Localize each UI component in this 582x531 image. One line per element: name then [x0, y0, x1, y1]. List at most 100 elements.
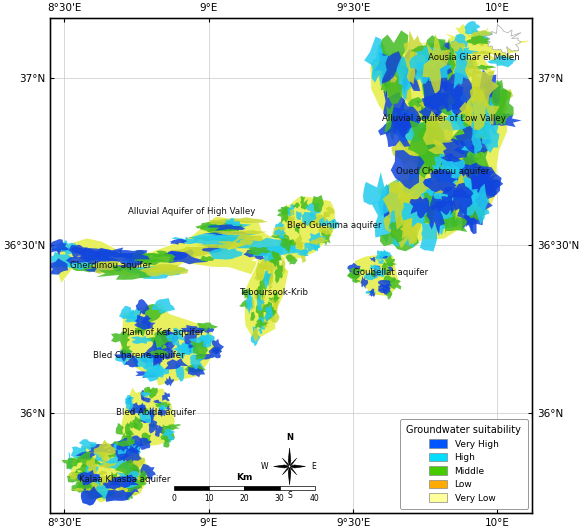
Polygon shape [127, 440, 141, 446]
Polygon shape [407, 48, 416, 84]
Polygon shape [453, 164, 477, 210]
Polygon shape [437, 49, 462, 63]
Polygon shape [352, 272, 359, 282]
Polygon shape [126, 489, 133, 500]
Polygon shape [394, 111, 428, 143]
Polygon shape [442, 183, 473, 199]
Polygon shape [274, 295, 279, 302]
Polygon shape [64, 260, 97, 270]
Polygon shape [424, 125, 454, 166]
Polygon shape [87, 489, 99, 500]
Polygon shape [180, 325, 205, 333]
Polygon shape [420, 221, 439, 252]
Polygon shape [259, 315, 266, 330]
Polygon shape [430, 91, 455, 116]
Polygon shape [411, 35, 451, 64]
Polygon shape [417, 192, 437, 226]
Polygon shape [477, 98, 492, 146]
Polygon shape [268, 297, 278, 303]
Polygon shape [87, 444, 111, 453]
Polygon shape [481, 79, 501, 105]
Polygon shape [318, 227, 336, 235]
Polygon shape [123, 472, 141, 481]
Polygon shape [148, 251, 171, 258]
Polygon shape [378, 285, 382, 292]
Polygon shape [164, 251, 188, 260]
Polygon shape [130, 465, 140, 476]
Polygon shape [125, 395, 134, 404]
Polygon shape [416, 99, 442, 118]
Polygon shape [72, 481, 94, 493]
Polygon shape [450, 58, 482, 78]
Polygon shape [54, 216, 289, 284]
Polygon shape [364, 272, 378, 280]
Polygon shape [428, 139, 466, 160]
Polygon shape [99, 463, 116, 469]
Polygon shape [484, 113, 521, 127]
Polygon shape [189, 364, 203, 373]
Polygon shape [172, 236, 198, 244]
Polygon shape [116, 472, 137, 488]
Polygon shape [431, 42, 452, 95]
Polygon shape [386, 195, 415, 247]
Polygon shape [127, 398, 132, 405]
Polygon shape [370, 257, 376, 262]
Polygon shape [94, 440, 116, 457]
Polygon shape [76, 480, 93, 489]
Polygon shape [94, 447, 105, 463]
Polygon shape [277, 208, 290, 224]
Polygon shape [296, 211, 302, 220]
Polygon shape [144, 265, 186, 272]
Polygon shape [148, 406, 155, 423]
Polygon shape [125, 356, 139, 367]
Polygon shape [77, 470, 100, 485]
Polygon shape [427, 107, 446, 119]
Polygon shape [464, 202, 483, 221]
Polygon shape [391, 150, 425, 190]
Polygon shape [109, 474, 139, 488]
Polygon shape [453, 46, 469, 89]
Polygon shape [190, 340, 208, 360]
Polygon shape [197, 322, 218, 331]
Polygon shape [459, 86, 487, 130]
Polygon shape [246, 290, 251, 311]
Polygon shape [140, 402, 146, 415]
Polygon shape [159, 405, 167, 410]
Polygon shape [452, 187, 473, 218]
Polygon shape [188, 366, 205, 378]
Polygon shape [396, 56, 411, 100]
Polygon shape [195, 354, 211, 361]
Polygon shape [95, 485, 114, 500]
Polygon shape [386, 289, 392, 299]
Polygon shape [115, 349, 132, 365]
Text: Alluvial aquifer of Low Valley: Alluvial aquifer of Low Valley [382, 114, 506, 123]
Polygon shape [250, 246, 308, 256]
Polygon shape [297, 221, 314, 226]
Polygon shape [444, 49, 454, 56]
Polygon shape [141, 410, 154, 424]
Polygon shape [289, 241, 297, 246]
Polygon shape [137, 438, 152, 450]
Polygon shape [463, 204, 476, 227]
Polygon shape [132, 445, 141, 458]
Polygon shape [117, 469, 140, 487]
Polygon shape [382, 63, 404, 98]
Polygon shape [119, 438, 130, 451]
Polygon shape [441, 153, 455, 170]
Polygon shape [278, 206, 293, 216]
Polygon shape [140, 390, 145, 400]
Polygon shape [434, 68, 471, 87]
Polygon shape [148, 387, 158, 399]
Polygon shape [139, 264, 189, 277]
Polygon shape [389, 216, 404, 243]
Polygon shape [423, 62, 453, 82]
Polygon shape [363, 172, 400, 216]
Polygon shape [259, 264, 270, 270]
Polygon shape [408, 119, 445, 164]
Polygon shape [107, 453, 116, 458]
Polygon shape [459, 151, 481, 165]
Polygon shape [91, 473, 100, 490]
Polygon shape [381, 285, 391, 295]
Polygon shape [417, 140, 432, 184]
Text: 10: 10 [204, 494, 214, 503]
